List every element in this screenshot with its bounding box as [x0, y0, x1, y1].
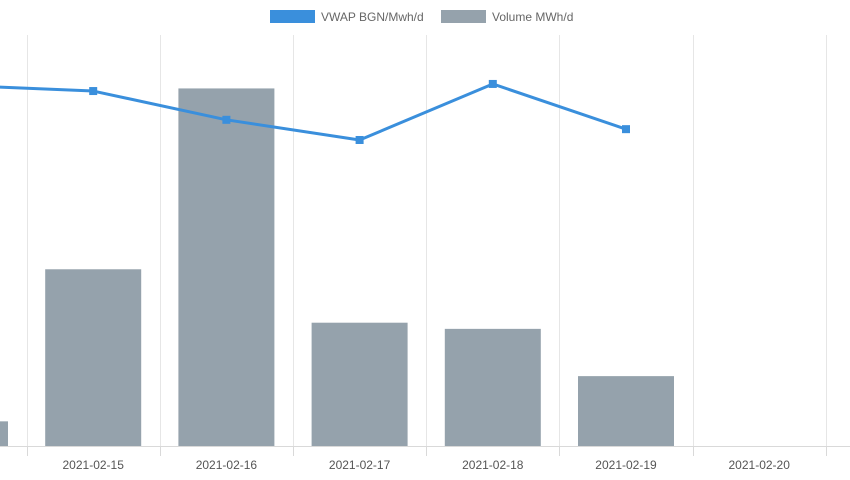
vwap-line — [0, 79, 630, 144]
volume-bars — [0, 88, 674, 447]
x-axis: 2021-02-15 2021-02-16 2021-02-17 2021-02-18… — [0, 446, 850, 472]
x-tick-label: 2021-02-17 — [329, 458, 391, 472]
volume-bar[interactable] — [311, 322, 408, 446]
vwap-point[interactable] — [89, 87, 98, 96]
legend[interactable]: VWAP BGN/Mwh/d Volume MWh/d — [270, 10, 573, 24]
volume-bar[interactable] — [578, 376, 674, 446]
volume-bar[interactable] — [444, 328, 541, 446]
vwap-point[interactable] — [222, 115, 231, 124]
x-tick-label: 2021-02-20 — [729, 458, 791, 472]
vwap-point[interactable] — [622, 125, 630, 134]
x-tick-label: 2021-02-16 — [196, 458, 258, 472]
legend-swatch — [441, 10, 486, 23]
legend-label: VWAP BGN/Mwh/d — [321, 10, 424, 24]
volume-bar[interactable] — [0, 421, 8, 446]
legend-swatch — [270, 10, 315, 23]
vwap-line-path — [0, 82, 627, 142]
volume-bar[interactable] — [178, 88, 275, 447]
vwap-point[interactable] — [355, 135, 364, 144]
x-tick-label: 2021-02-19 — [595, 458, 657, 472]
x-tick-label: 2021-02-18 — [462, 458, 524, 472]
vwap-point[interactable] — [488, 79, 497, 88]
legend-label: Volume MWh/d — [492, 10, 573, 24]
grid — [27, 35, 827, 446]
x-tick-label: 2021-02-15 — [63, 458, 125, 472]
legend-item[interactable]: Volume MWh/d — [441, 10, 573, 24]
volume-bar[interactable] — [45, 269, 142, 446]
legend-item[interactable]: VWAP BGN/Mwh/d — [270, 10, 424, 24]
